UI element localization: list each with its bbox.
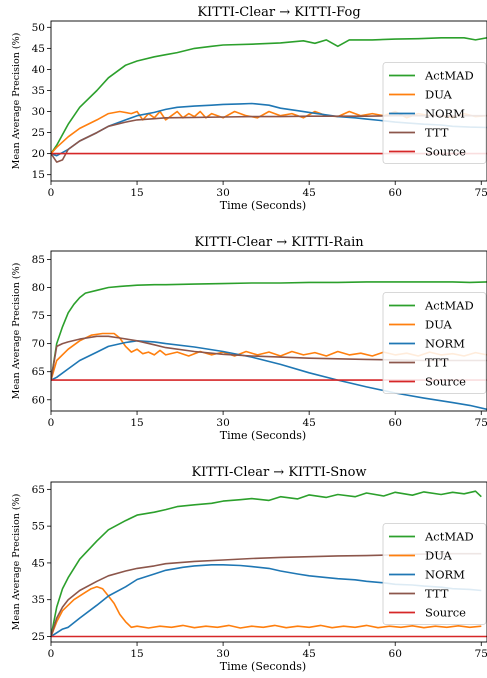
y-tick-label: 20 — [32, 148, 45, 160]
legend-box — [382, 62, 487, 164]
y-tick-label: 15 — [32, 169, 45, 181]
chart-panel-3: KITTI-Clear → KITTI-Snow 0 15 30 45 60 75 25 35 4… — [11, 465, 487, 673]
y-tick-label: 45 — [32, 43, 45, 55]
chart-title: KITTI-Clear → KITTI-Rain — [194, 235, 364, 250]
y-tick-label: 25 — [32, 631, 45, 643]
legend-label-dua: DUA — [425, 318, 453, 332]
legend-label-norm: NORM — [425, 568, 465, 582]
y-axis-label: Mean Average Precision (%) — [11, 33, 22, 170]
y-tick-label: 30 — [32, 106, 45, 118]
legend: ActMAD DUA NORM TTT Source — [382, 292, 487, 394]
y-tick-label: 55 — [32, 521, 45, 533]
y-tick-label: 60 — [32, 394, 45, 406]
y-tick-label: 35 — [32, 594, 45, 606]
x-tick-label: 15 — [130, 648, 143, 660]
y-tick-label: 35 — [32, 85, 45, 97]
x-axis-label: Time (Seconds) — [220, 199, 306, 212]
x-tick-label: 75 — [475, 648, 487, 660]
y-tick-label: 85 — [32, 254, 45, 266]
legend-label-norm: NORM — [425, 337, 465, 351]
plot-frame — [50, 481, 487, 643]
x-tick-label: 30 — [216, 648, 229, 660]
x-tick-label: 30 — [216, 417, 229, 429]
y-tick-label: 75 — [32, 310, 45, 322]
series-line-ttt — [51, 114, 487, 163]
series-line-dua — [51, 585, 482, 637]
legend-label-actmad: ActMAD — [424, 299, 474, 313]
x-tick-label: 75 — [475, 417, 487, 429]
x-tick-label: 60 — [389, 417, 402, 429]
series-line-norm — [51, 339, 487, 411]
x-tick-label: 0 — [48, 417, 55, 429]
series-line-ttt — [51, 335, 487, 381]
y-tick-label: 80 — [32, 282, 45, 294]
x-tick-label: 30 — [216, 187, 229, 199]
chart-title: KITTI-Clear → KITTI-Fog — [197, 5, 360, 20]
chart-title: KITTI-Clear → KITTI-Snow — [191, 465, 366, 480]
legend-label-ttt: TTT — [425, 356, 449, 370]
series-line-actmad — [51, 490, 482, 637]
x-tick-label: 0 — [48, 187, 55, 199]
y-tick-label: 25 — [32, 127, 45, 139]
legend-label-actmad: ActMAD — [424, 69, 474, 83]
x-tick-label: 15 — [130, 417, 143, 429]
y-tick-label: 70 — [32, 338, 45, 350]
legend-label-norm: NORM — [425, 107, 465, 121]
y-tick-label: 40 — [32, 64, 45, 76]
x-axis-label: Time (Seconds) — [220, 429, 306, 442]
chart-panel-2: KITTI-Clear → KITTI-Rain 0 15 30 45 60 75 60 65 7… — [11, 235, 487, 442]
series-line-actmad — [51, 281, 487, 381]
legend-box — [382, 523, 487, 625]
y-axis-label: Mean Average Precision (%) — [11, 263, 22, 400]
x-tick-label: 45 — [302, 648, 315, 660]
plot-area — [51, 490, 487, 638]
legend-label-source: Source — [425, 145, 466, 159]
plot-frame — [50, 20, 487, 182]
y-axis-label: Mean Average Precision (%) — [11, 494, 22, 631]
x-tick-label: 45 — [302, 187, 315, 199]
plot-frame — [50, 250, 487, 412]
x-tick-label: 75 — [475, 187, 487, 199]
y-tick-label: 45 — [32, 557, 45, 569]
legend-label-source: Source — [425, 606, 466, 620]
series-line-ttt — [51, 552, 482, 637]
legend-label-ttt: TTT — [425, 587, 449, 601]
legend-label-dua: DUA — [425, 88, 453, 102]
x-tick-label: 60 — [389, 187, 402, 199]
legend-label-ttt: TTT — [425, 126, 449, 140]
x-axis-label: Time (Seconds) — [220, 660, 306, 673]
y-tick-label: 50 — [32, 22, 45, 34]
legend-label-dua: DUA — [425, 549, 453, 563]
x-tick-label: 45 — [302, 417, 315, 429]
series-line-actmad — [51, 36, 487, 155]
legend: ActMAD DUA NORM TTT Source — [382, 523, 487, 625]
x-tick-label: 60 — [389, 648, 402, 660]
legend: ActMAD DUA NORM TTT Source — [382, 62, 487, 164]
y-tick-label: 65 — [32, 484, 45, 496]
x-tick-label: 0 — [48, 648, 55, 660]
legend-box — [382, 292, 487, 394]
x-tick-label: 15 — [130, 187, 143, 199]
y-tick-label: 65 — [32, 366, 45, 378]
legend-label-actmad: ActMAD — [424, 530, 474, 544]
legend-label-source: Source — [425, 375, 466, 389]
